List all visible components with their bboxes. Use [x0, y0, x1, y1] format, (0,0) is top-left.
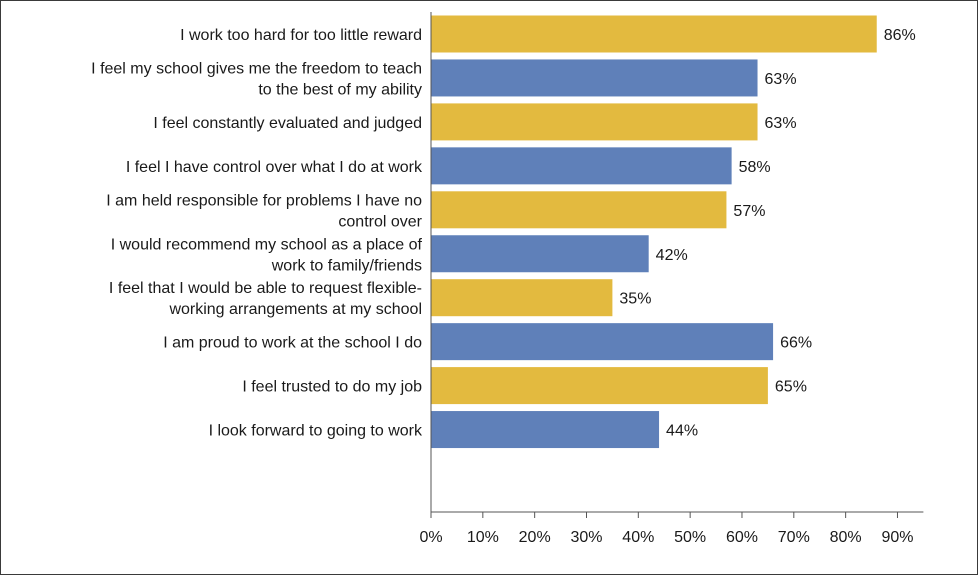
category-label-6-line-0: I feel that I would be able to request f… — [109, 280, 422, 297]
value-label-9: 44% — [666, 423, 698, 440]
x-tick-label-2: 20% — [519, 529, 551, 546]
category-labels: I work too hard for too little reward I f… — [91, 27, 423, 440]
bar-0 — [431, 15, 877, 53]
value-label-4: 57% — [733, 203, 765, 220]
x-tick-label-8: 80% — [830, 529, 862, 546]
category-label-0-line-0: I work too hard for too little reward — [180, 27, 422, 44]
value-label-3: 58% — [739, 159, 771, 176]
category-label-2-line-0: I feel constantly evaluated and judged — [153, 115, 422, 132]
x-axis: 0% 10% 20% 30% 40% 50% 60% 70% 80% 90% — [419, 12, 924, 546]
x-tick-label-9: 90% — [881, 529, 913, 546]
x-tick-label-4: 40% — [622, 529, 654, 546]
value-label-6: 35% — [619, 291, 651, 308]
x-tick-label-6: 60% — [726, 529, 758, 546]
bar-9 — [431, 411, 660, 449]
category-label-6-line-1: working arrangements at my school — [168, 301, 422, 318]
bar-7 — [431, 323, 774, 361]
bar-4 — [431, 191, 727, 229]
category-label-4-line-0: I am held responsible for problems I hav… — [106, 192, 422, 209]
bar-1 — [431, 59, 758, 97]
value-label-5: 42% — [656, 247, 688, 264]
bar-5 — [431, 235, 649, 273]
x-tick-label-7: 70% — [778, 529, 810, 546]
bar-8 — [431, 367, 768, 405]
x-tick-label-1: 10% — [467, 529, 499, 546]
x-tick-label-5: 50% — [674, 529, 706, 546]
category-label-5-line-1: work to family/friends — [271, 257, 422, 274]
bar-3 — [431, 147, 732, 185]
value-label-8: 65% — [775, 379, 807, 396]
category-label-9-line-0: I look forward to going to work — [209, 423, 423, 440]
category-label-3-line-0: I feel I have control over what I do at … — [126, 159, 423, 176]
category-label-1-line-0: I feel my school gives me the freedom to… — [91, 60, 422, 77]
value-label-7: 66% — [780, 335, 812, 352]
bar-6 — [431, 279, 613, 317]
category-label-1-line-1: to the best of my ability — [258, 81, 422, 98]
category-label-4-line-1: control over — [338, 213, 422, 230]
bar-2 — [431, 103, 758, 141]
value-label-0: 86% — [884, 27, 916, 44]
category-label-8-line-0: I feel trusted to do my job — [242, 379, 422, 396]
value-label-2: 63% — [765, 115, 797, 132]
x-tick-label-0: 0% — [419, 529, 442, 546]
category-label-5-line-0: I would recommend my school as a place o… — [111, 236, 423, 253]
value-label-1: 63% — [765, 71, 797, 88]
bars-layer: 86% 63% 63% 58% 57% 42% 35% 66% 65% 44% — [431, 15, 916, 449]
category-label-7-line-0: I am proud to work at the school I do — [163, 335, 422, 352]
x-tick-label-3: 30% — [570, 529, 602, 546]
